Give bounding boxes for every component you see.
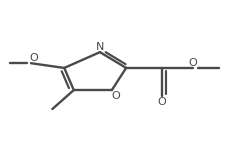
Text: O: O	[158, 97, 166, 107]
Text: N: N	[96, 42, 104, 52]
Text: O: O	[188, 58, 197, 68]
Text: O: O	[111, 91, 120, 101]
Text: O: O	[30, 53, 38, 64]
